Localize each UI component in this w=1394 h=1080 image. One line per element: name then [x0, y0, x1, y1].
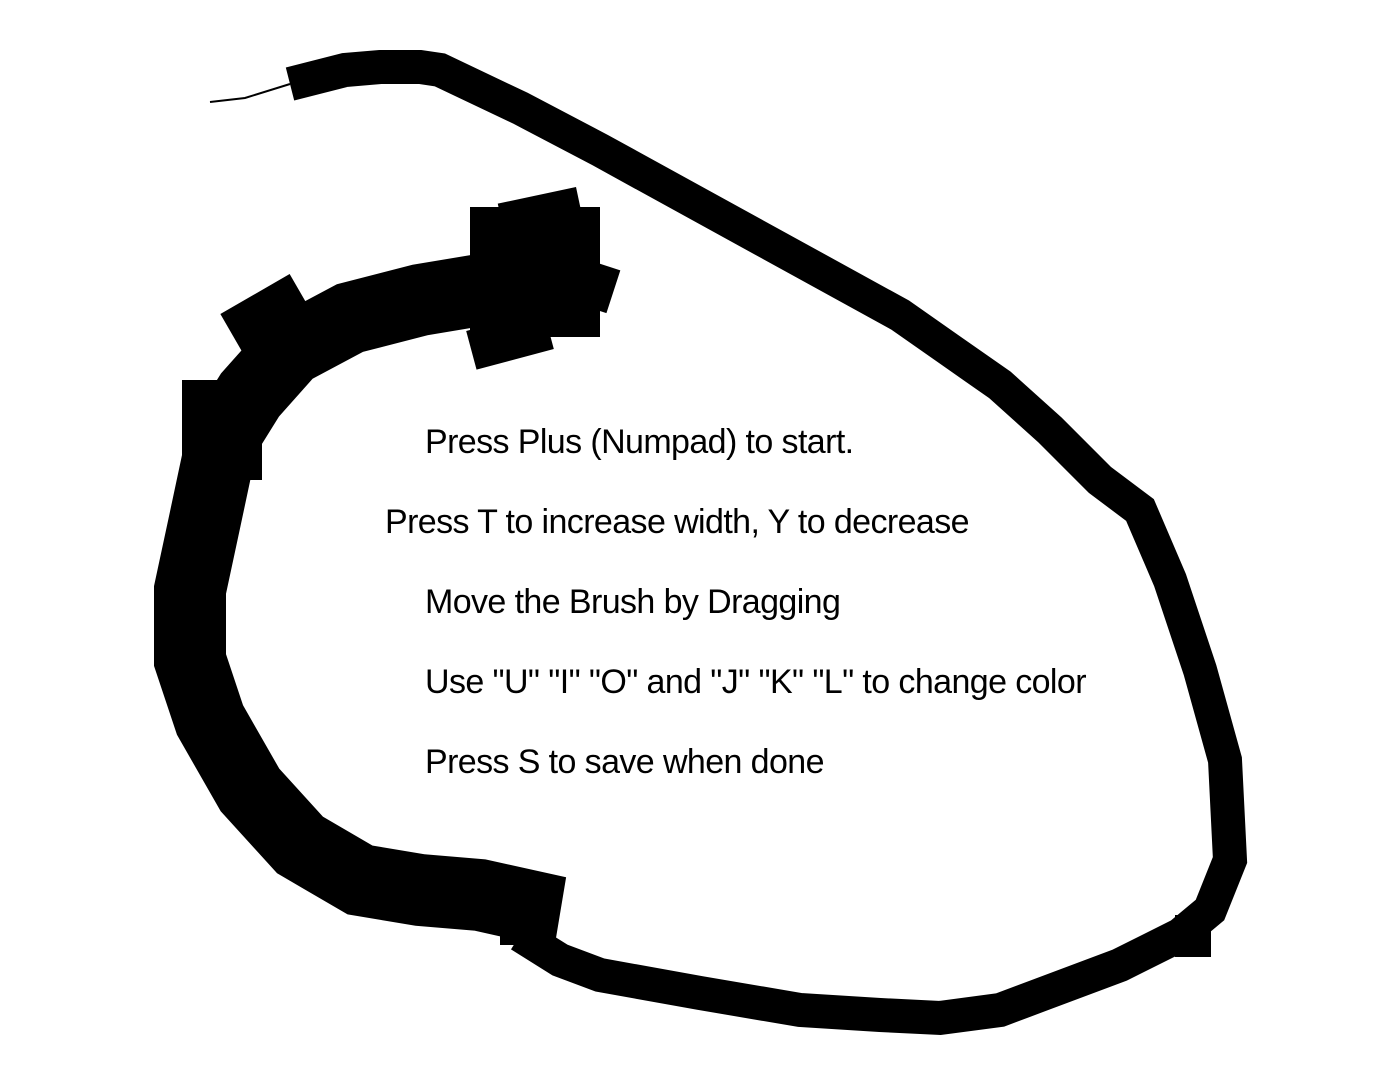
instruction-change-color: Use "U" "I" "O" and "J" "K" "L" to chang…	[425, 663, 1087, 701]
brush-stroke-tail	[209, 83, 291, 103]
brush-stroke-inner-hook	[154, 226, 592, 941]
brush-head-block	[182, 380, 262, 480]
brush-head-block	[1175, 915, 1211, 957]
brush-head-block	[497, 187, 583, 233]
brush-stroke-outer-loop	[285, 50, 1248, 1036]
brush-head-block	[554, 253, 621, 314]
instruction-move-brush: Move the Brush by Dragging	[425, 583, 841, 621]
instruction-width: Press T to increase width, Y to decrease	[385, 503, 970, 541]
brush-head-block	[220, 274, 320, 366]
instruction-save: Press S to save when done	[425, 743, 825, 781]
brush-head-block	[500, 885, 550, 945]
brush-head-block	[466, 310, 554, 370]
instruction-start: Press Plus (Numpad) to start.	[425, 423, 854, 461]
